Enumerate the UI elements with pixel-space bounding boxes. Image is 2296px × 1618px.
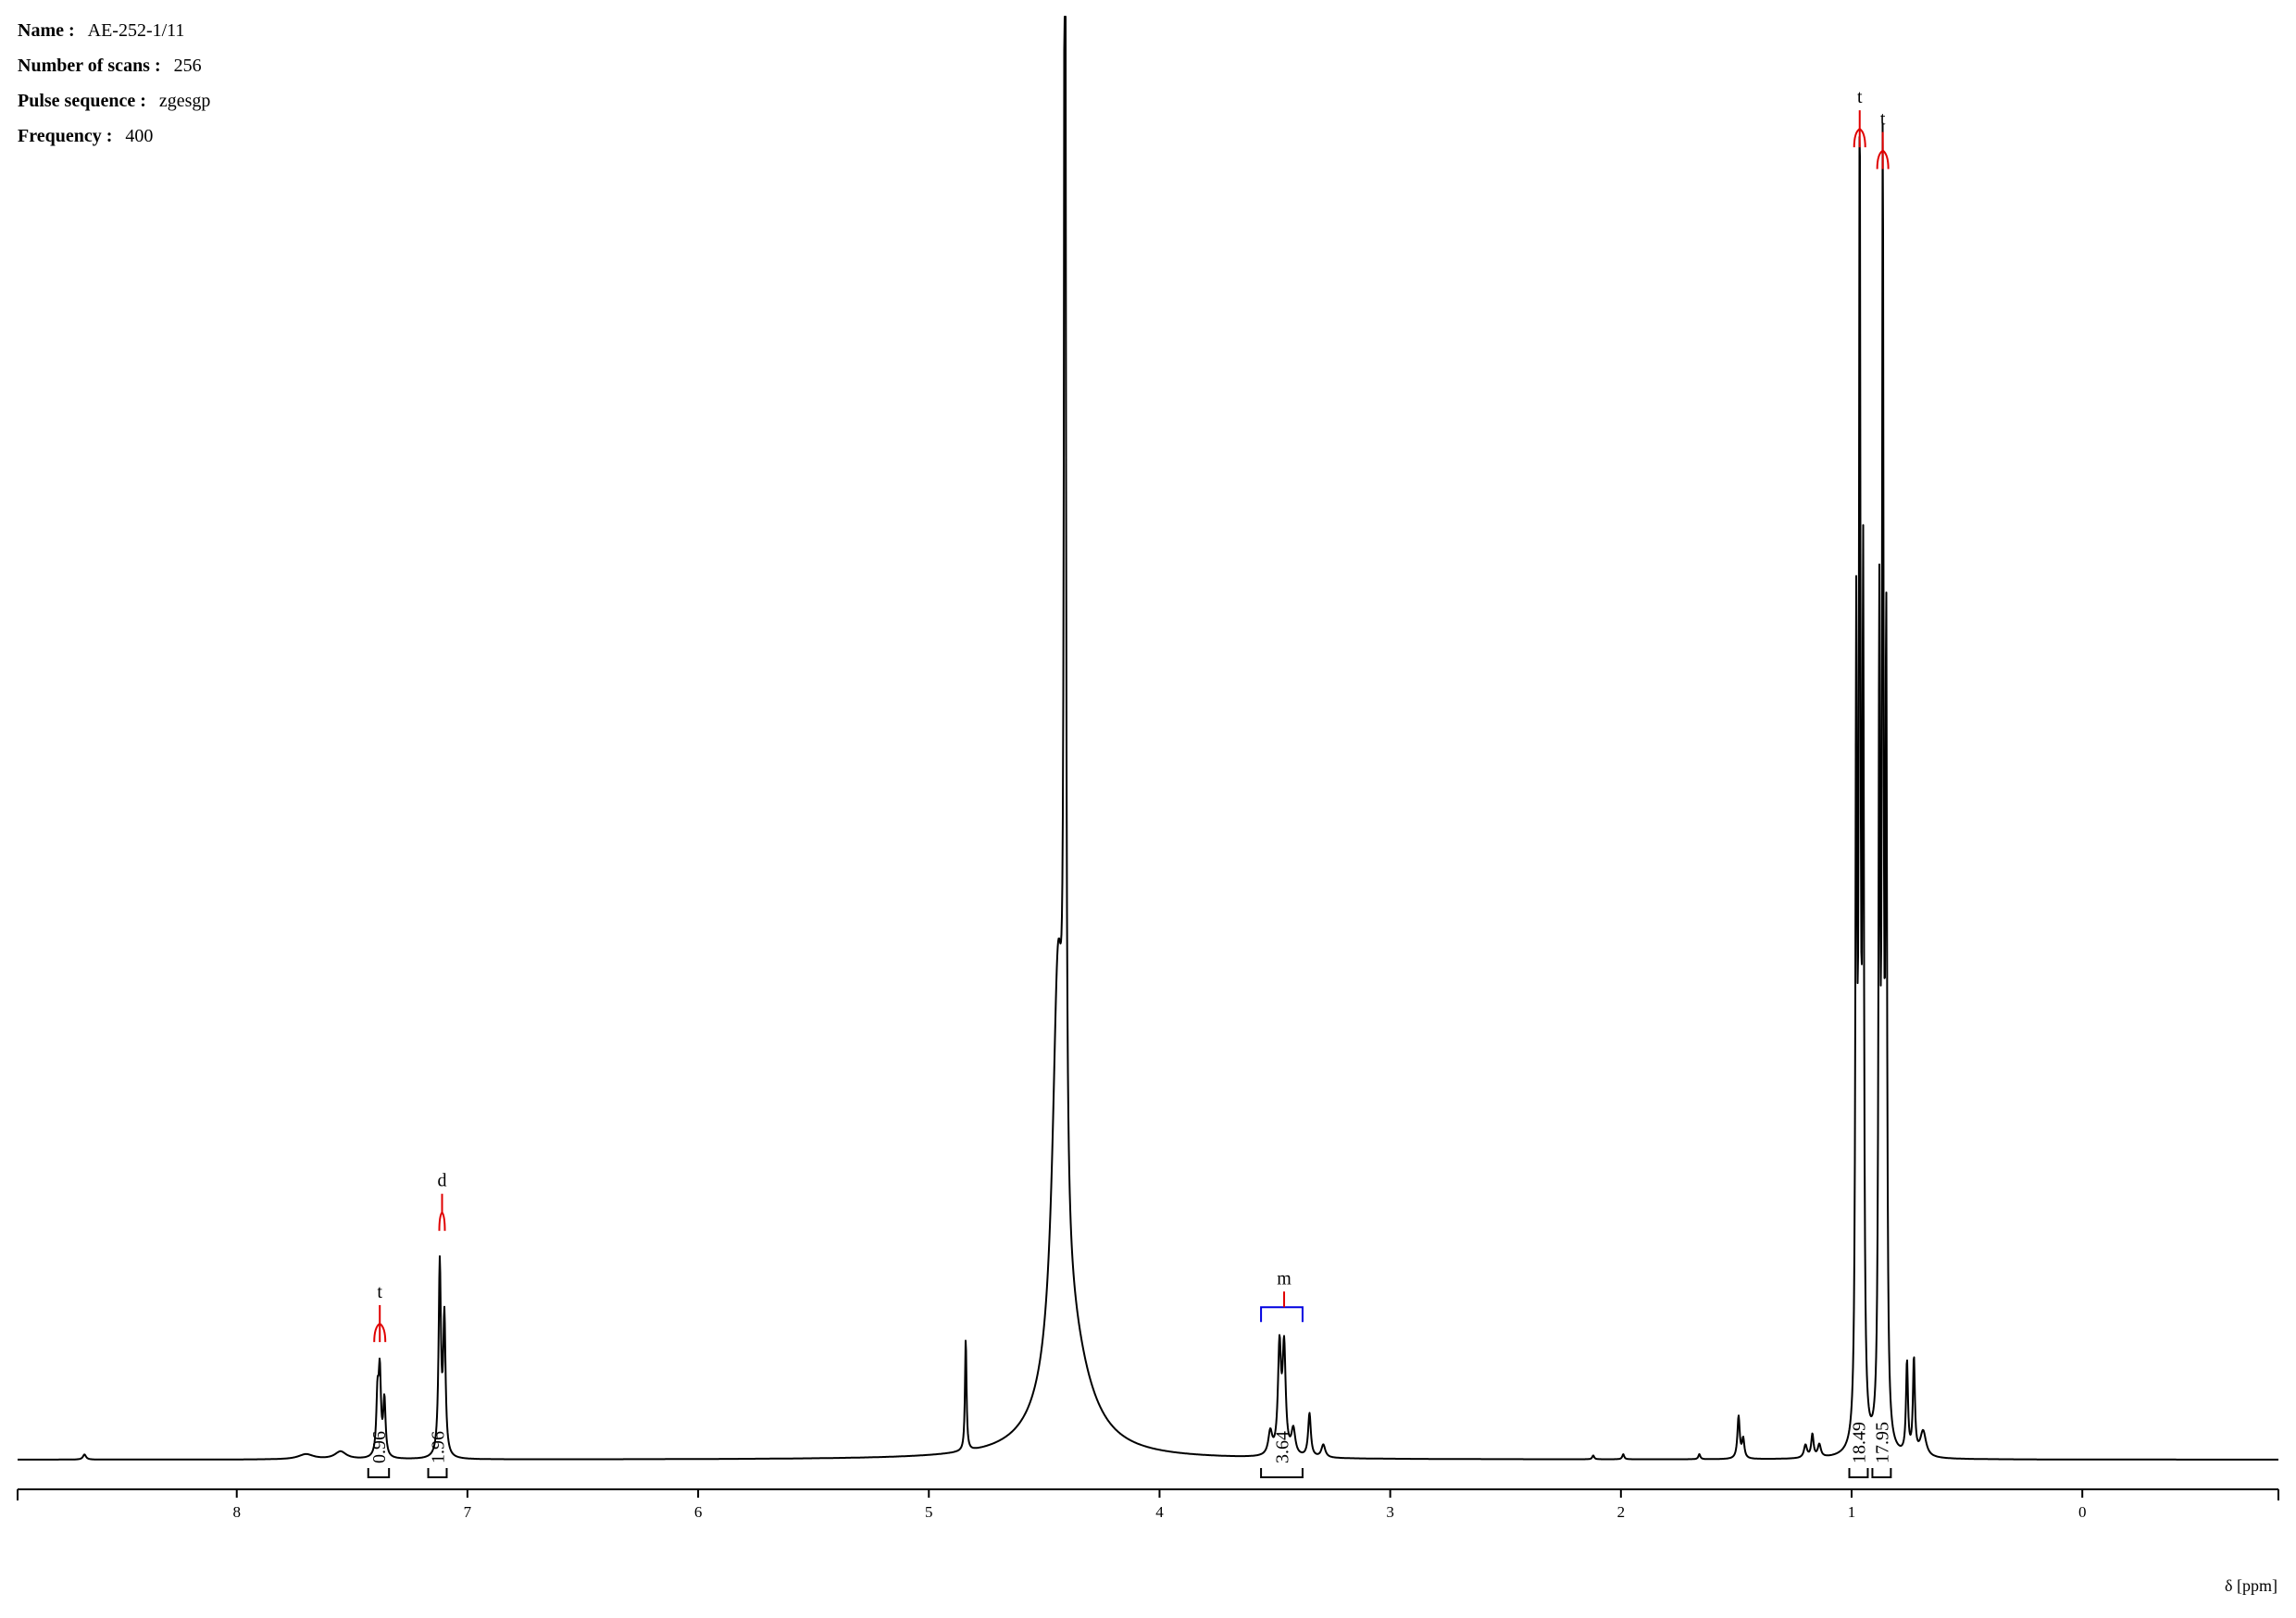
multiplet-line: [1882, 149, 1890, 169]
meta-value: AE-252-1/11: [87, 20, 185, 41]
integral-bracket: [1848, 1468, 1869, 1478]
meta-label: Name :: [18, 20, 75, 41]
multiplet-bracket: [1260, 1306, 1304, 1323]
meta-label: Number of scans :: [18, 56, 161, 76]
x-tick-label: 8: [232, 1503, 241, 1521]
spectrum-line: [17, 16, 2279, 1461]
x-tick-label: 7: [464, 1503, 472, 1521]
multiplet-line: [441, 1212, 446, 1231]
integral-bracket: [1260, 1468, 1304, 1478]
meta-pulse-row: Pulse sequence : zgesgp: [18, 83, 210, 118]
meta-value: zgesgp: [158, 91, 211, 111]
x-axis: 8 7 6 5 4 3 2 1 0 δ [ppm]: [17, 1488, 2279, 1595]
x-tick-label: 2: [1617, 1503, 1626, 1521]
integral-value: 18.49: [1849, 1422, 1869, 1463]
meta-value: 256: [173, 56, 202, 76]
integral-bracket: [427, 1468, 448, 1478]
x-axis-label: δ [ppm]: [2225, 1576, 2277, 1595]
acquisition-parameters: Name : AE-252-1/11 Number of scans : 256 P…: [18, 13, 210, 154]
meta-label: Frequency :: [18, 126, 113, 146]
x-tick-label: 5: [925, 1503, 933, 1521]
meta-name-row: Name : AE-252-1/11: [18, 13, 210, 48]
multiplet-label: t: [1880, 109, 1886, 130]
integral-annotations: 0.96 1.96 3.64 18.49 17.95: [367, 1422, 1892, 1478]
integral-bracket: [1871, 1468, 1892, 1478]
multiplet-line: [379, 1323, 387, 1342]
integral-bracket: [367, 1468, 391, 1478]
multiplet-line: [1859, 128, 1866, 148]
multiplet-line: [438, 1212, 443, 1231]
x-tick-label: 3: [1386, 1503, 1394, 1521]
integral-value: 0.96: [369, 1431, 390, 1463]
integral-value: 1.96: [429, 1431, 449, 1463]
integral-value: 3.64: [1273, 1431, 1293, 1463]
meta-value: 400: [125, 126, 154, 146]
multiplet-label: m: [1277, 1268, 1292, 1288]
meta-frequency-row: Frequency : 400: [18, 118, 210, 154]
integral-value: 17.95: [1872, 1422, 1892, 1463]
spectrum-group: [17, 16, 2279, 1461]
meta-scans-row: Number of scans : 256: [18, 48, 210, 83]
x-tick-label: 1: [1848, 1503, 1856, 1521]
x-tick-label: 6: [694, 1503, 703, 1521]
multiplet-label: t: [1857, 87, 1863, 107]
x-tick-label: 4: [1155, 1503, 1164, 1521]
x-tick-label: 0: [2078, 1503, 2087, 1521]
meta-label: Pulse sequence :: [18, 91, 146, 111]
multiplet-label: t: [377, 1282, 382, 1302]
multiplet-label: d: [437, 1171, 446, 1191]
